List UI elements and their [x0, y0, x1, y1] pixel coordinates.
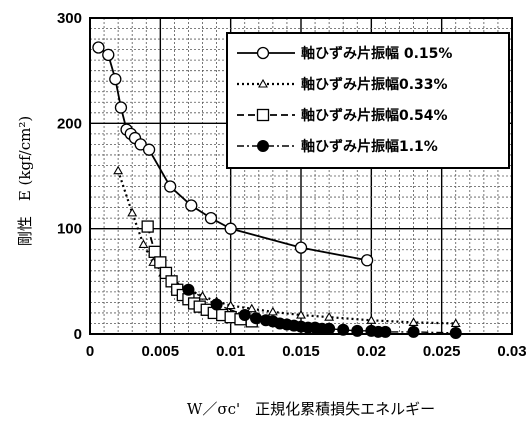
- legend-marker: [257, 140, 269, 152]
- legend-marker: [256, 108, 270, 122]
- legend-label: 軸ひずみ片振幅0.33%: [301, 76, 448, 93]
- series-2-point: [267, 306, 278, 316]
- series-2-point: [113, 165, 124, 175]
- legend-label: 軸ひずみ片振幅1.1%: [301, 138, 438, 155]
- x-tick-label: 0.02: [357, 343, 386, 360]
- series-1-point: [294, 241, 308, 254]
- series-1-point: [142, 143, 156, 156]
- x-tick-label: 0.03: [497, 343, 526, 360]
- y-tick-label: 0: [74, 326, 82, 343]
- x-tick-label: 0.025: [423, 343, 461, 360]
- series-1-point: [185, 199, 198, 212]
- series-2-point: [408, 317, 419, 326]
- series-3-point: [141, 220, 154, 233]
- series-4-point: [323, 322, 336, 335]
- series-2-point: [138, 239, 149, 249]
- x-tick-label: 0.015: [282, 343, 320, 360]
- x-tick-label: 0: [86, 343, 94, 360]
- series-2-point: [246, 303, 257, 313]
- x-tick-label: 0.005: [142, 343, 180, 360]
- legend-marker: [258, 78, 268, 88]
- legend-label: 軸ひずみ片振幅0.54%: [301, 107, 448, 124]
- series-4-point: [238, 309, 251, 322]
- series-4-point: [449, 326, 462, 339]
- series-2-point: [225, 300, 236, 310]
- series-3-point: [148, 245, 161, 258]
- series-3-point: [154, 256, 167, 269]
- series-1-point: [102, 48, 115, 62]
- series-markers: [92, 41, 462, 339]
- tick-labels: 0 0.005 0.01 0.015 0.02 0.025 0.03 0 100 200 300: [57, 10, 526, 360]
- series-1-point: [360, 254, 374, 267]
- series-4-point: [379, 325, 392, 338]
- series-4-point: [210, 298, 223, 311]
- series-2-point: [366, 315, 377, 324]
- series-1-point: [164, 180, 177, 193]
- series-1-point: [92, 41, 105, 54]
- x-tick-label: 0.01: [216, 343, 245, 360]
- series-1-point: [109, 72, 122, 86]
- series-2-point: [197, 290, 208, 300]
- series-2-point: [127, 207, 138, 217]
- plot-frame: [89, 17, 513, 335]
- legend-label: 軸ひずみ片振幅 0.15%: [301, 45, 452, 62]
- series-2-point: [296, 309, 306, 319]
- series-1-point: [114, 101, 128, 114]
- y-tick-label: 200: [57, 115, 82, 132]
- legend-marker: [256, 46, 270, 60]
- series-4-point: [182, 283, 195, 296]
- y-tick-label: 100: [57, 221, 82, 238]
- series-2-point: [450, 318, 461, 328]
- y-tick-label: 300: [57, 10, 82, 27]
- series-4-point: [337, 323, 350, 336]
- legend: 軸ひずみ片振幅 0.15% 軸ひずみ片振幅0.33% 軸ひずみ片振幅0.54% 軸ひず…: [226, 32, 510, 169]
- series-1-point: [224, 222, 237, 235]
- series-1-point: [204, 211, 218, 225]
- series-2-point: [324, 312, 335, 321]
- y-axis-title: 剛性 E (kgf/cm²): [16, 116, 34, 246]
- x-axis-title: W／σc' 正規化累積損失エネルギー: [187, 400, 435, 418]
- series-4-point: [407, 325, 420, 338]
- series-4-point: [249, 312, 262, 325]
- legend-items: 軸ひずみ片振幅 0.15% 軸ひずみ片振幅0.33% 軸ひずみ片振幅0.54% 軸ひず…: [237, 45, 452, 155]
